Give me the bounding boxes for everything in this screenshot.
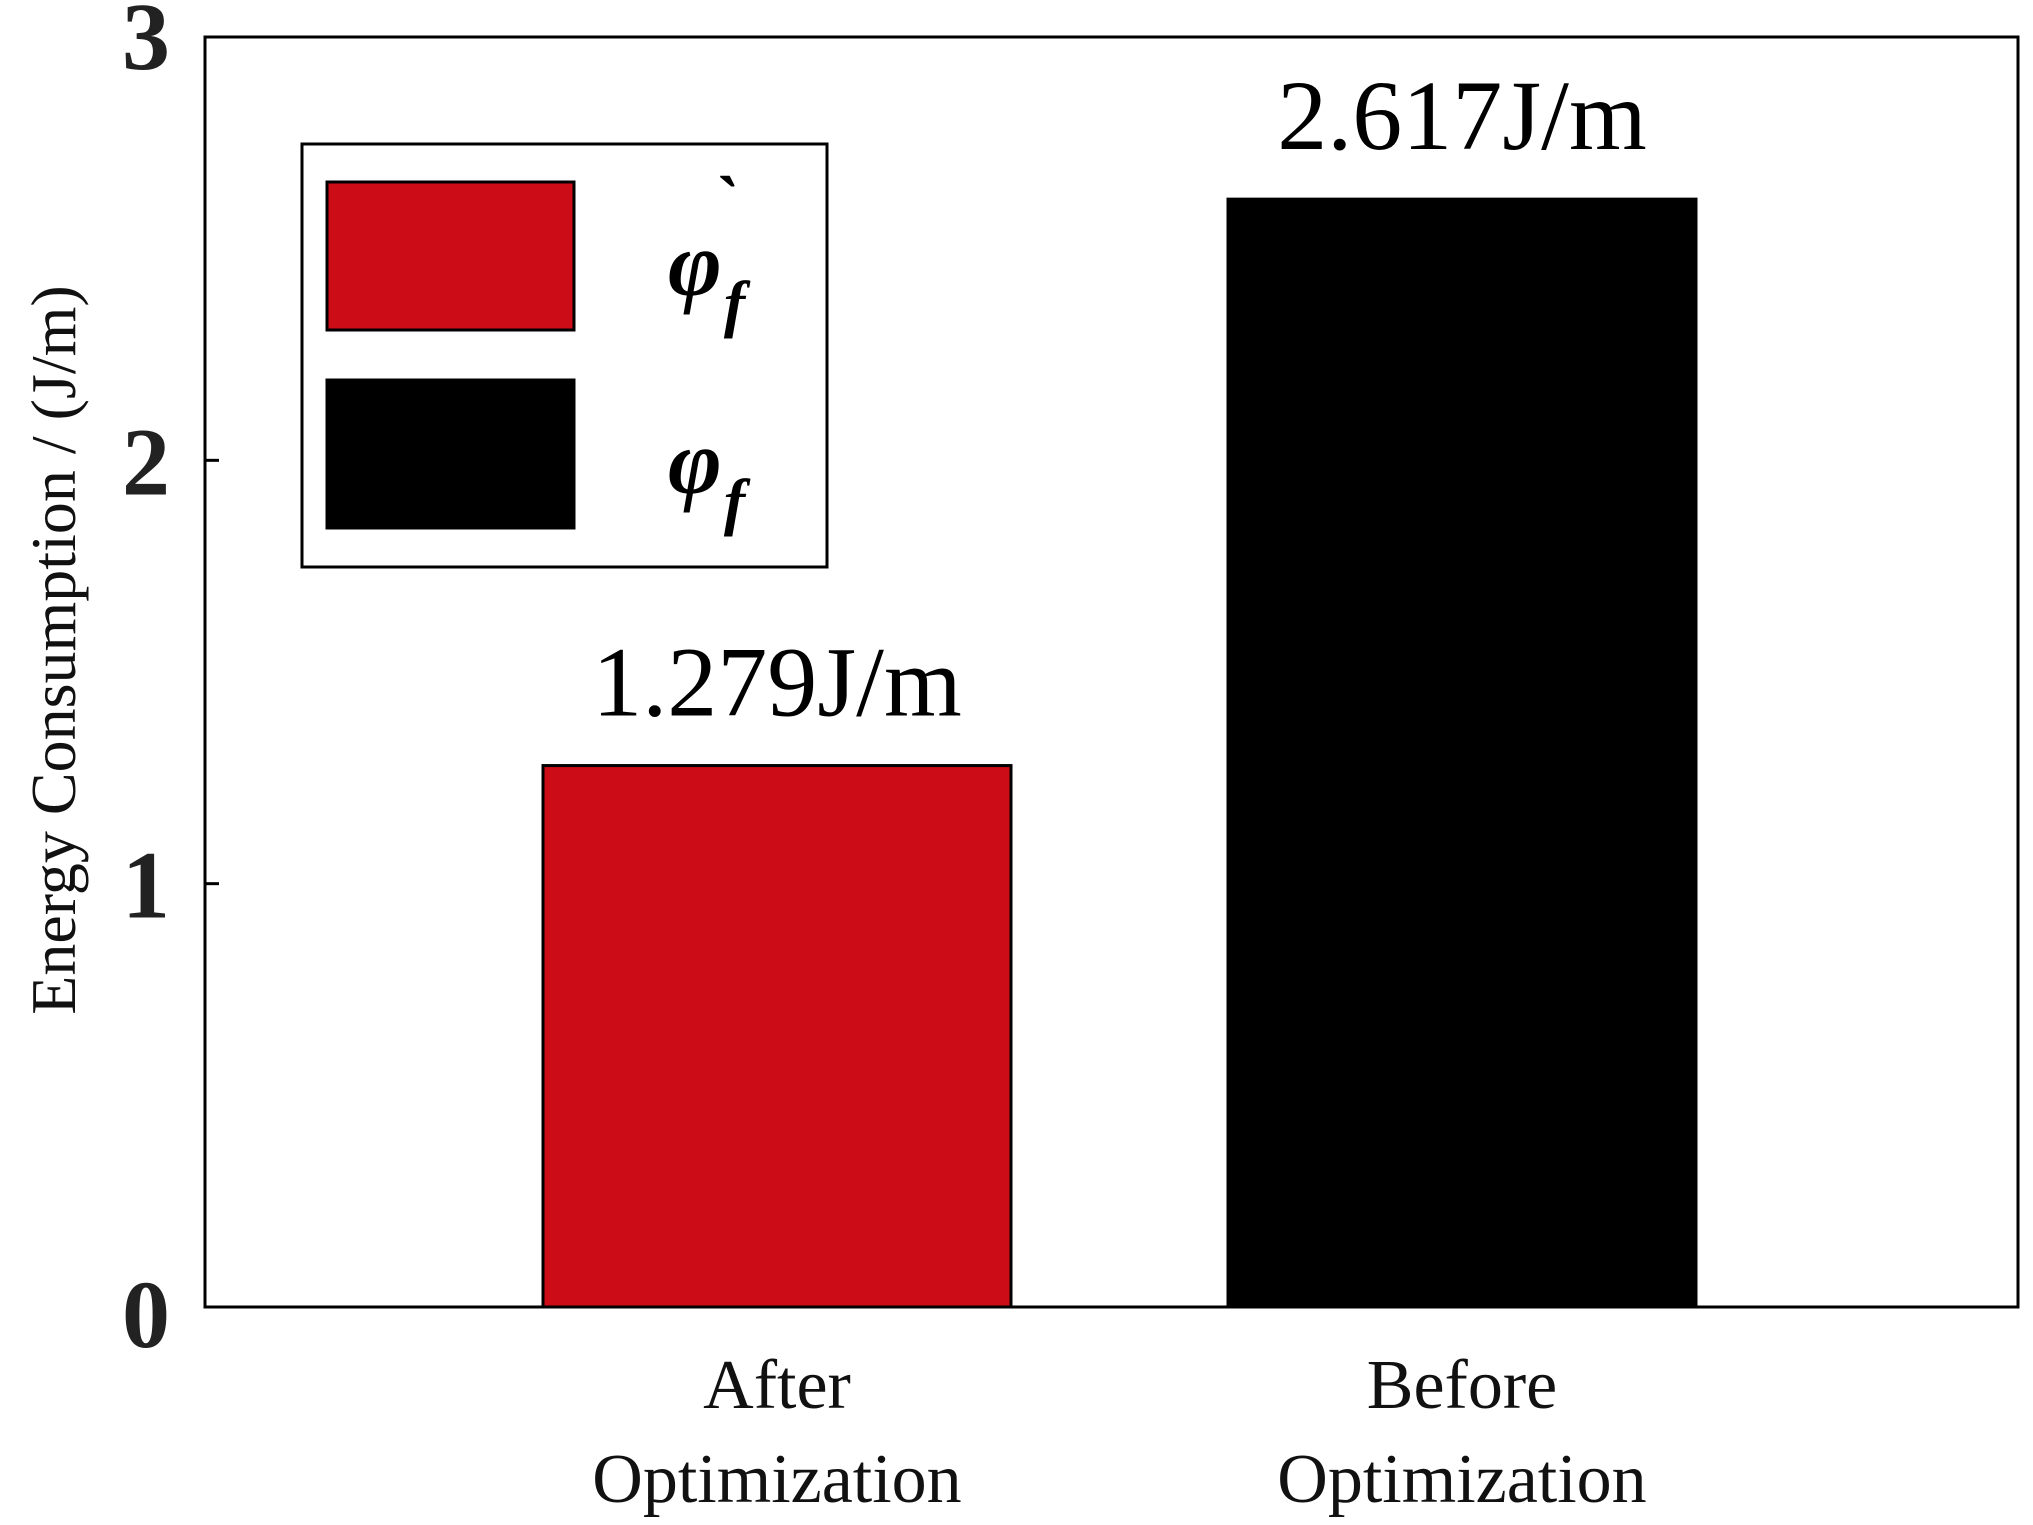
y-axis-label: Energy Consumption / (J/m) — [18, 285, 89, 1014]
legend-accent: ` — [712, 162, 736, 242]
y-tick-label: 0 — [122, 1261, 170, 1368]
data-label: 1.279J/m — [592, 627, 961, 738]
x-tick-label: After — [703, 1347, 851, 1424]
legend-swatch — [325, 378, 576, 530]
x-tick-label: Optimization — [1277, 1441, 1646, 1518]
x-tick-label: Optimization — [592, 1441, 961, 1518]
bar — [1226, 197, 1698, 1309]
legend-label: φf — [668, 213, 751, 339]
y-tick-label: 1 — [122, 832, 170, 939]
legend-swatch — [325, 180, 576, 332]
y-tick-label: 3 — [122, 0, 170, 90]
legend: φf`φf — [300, 142, 829, 569]
plot-frame — [203, 35, 2020, 1309]
data-label: 2.617J/m — [1277, 60, 1646, 171]
x-tick-label: Before — [1367, 1347, 1557, 1424]
y-tick-label: 2 — [122, 408, 170, 515]
bar — [541, 764, 1013, 1309]
